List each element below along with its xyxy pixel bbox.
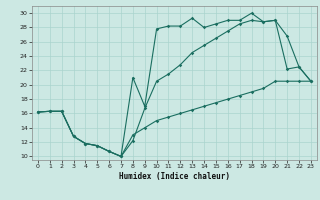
- X-axis label: Humidex (Indice chaleur): Humidex (Indice chaleur): [119, 172, 230, 181]
